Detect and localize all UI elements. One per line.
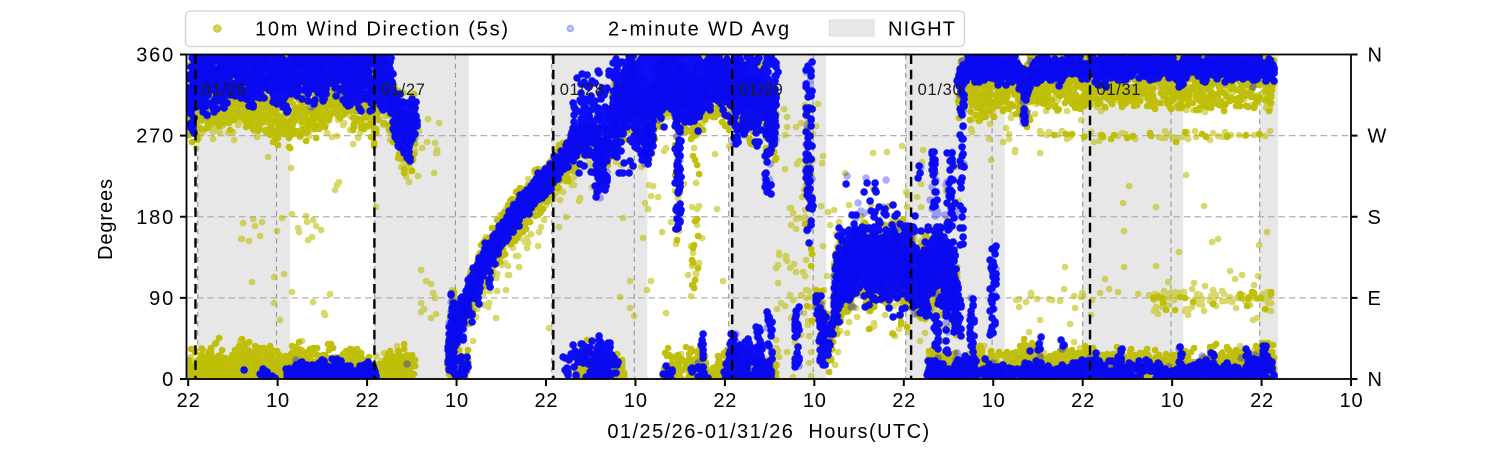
svg-text:E: E — [1368, 288, 1381, 310]
svg-text:01/30: 01/30 — [918, 81, 963, 99]
svg-text:360: 360 — [136, 45, 175, 67]
svg-text:22: 22 — [356, 390, 380, 412]
svg-text:22: 22 — [892, 390, 916, 412]
svg-text:22: 22 — [177, 390, 201, 412]
svg-text:90: 90 — [149, 288, 175, 310]
svg-text:22: 22 — [713, 390, 737, 412]
svg-text:2-minute WD Avg: 2-minute WD Avg — [608, 19, 791, 41]
svg-text:01/25/26-01/31/26 Hours(UTC): 01/25/26-01/31/26 Hours(UTC) — [607, 421, 930, 443]
svg-text:Degrees: Degrees — [95, 178, 117, 260]
svg-text:01/28: 01/28 — [560, 81, 605, 99]
svg-text:01/29: 01/29 — [739, 81, 784, 99]
svg-text:10: 10 — [1340, 390, 1364, 412]
svg-text:S: S — [1368, 207, 1381, 229]
svg-text:01/31: 01/31 — [1097, 81, 1142, 99]
svg-text:NIGHT: NIGHT — [888, 19, 956, 41]
svg-text:W: W — [1368, 126, 1387, 148]
svg-text:22: 22 — [534, 390, 558, 412]
svg-text:10: 10 — [624, 390, 648, 412]
svg-text:10: 10 — [266, 390, 290, 412]
svg-text:10m Wind Direction (5s): 10m Wind Direction (5s) — [255, 19, 510, 41]
svg-text:22: 22 — [1250, 390, 1274, 412]
svg-text:10: 10 — [803, 390, 827, 412]
svg-text:10: 10 — [1161, 390, 1185, 412]
svg-text:01/26: 01/26 — [202, 81, 247, 99]
svg-text:N: N — [1368, 45, 1382, 67]
svg-text:0: 0 — [162, 369, 175, 391]
svg-text:180: 180 — [136, 207, 175, 229]
svg-text:10: 10 — [445, 390, 469, 412]
svg-text:22: 22 — [1071, 390, 1095, 412]
svg-text:270: 270 — [136, 126, 175, 148]
svg-text:01/27: 01/27 — [381, 81, 426, 99]
svg-text:N: N — [1368, 369, 1382, 391]
svg-text:10: 10 — [982, 390, 1006, 412]
